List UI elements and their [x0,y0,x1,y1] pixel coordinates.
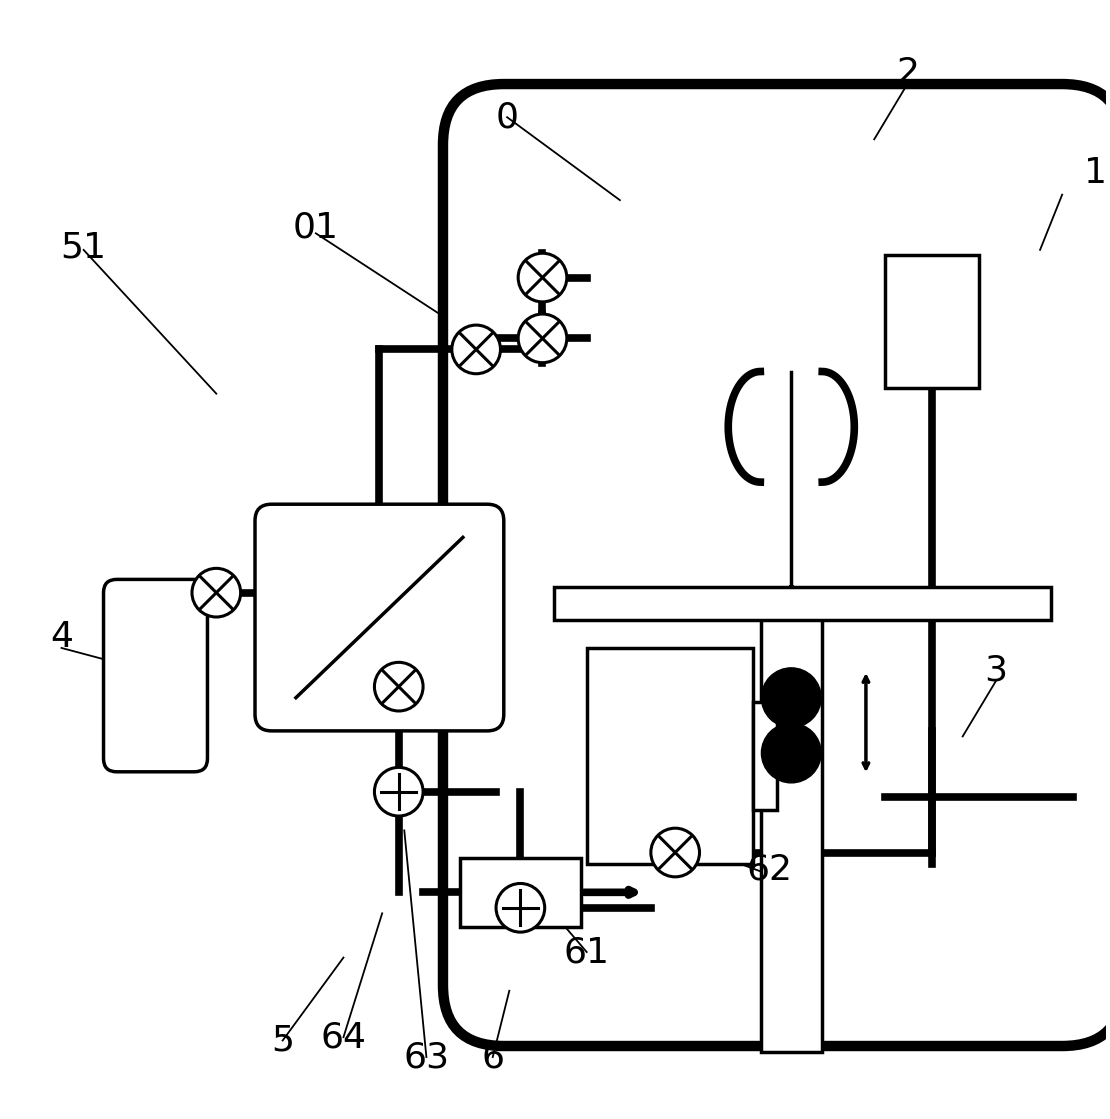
Circle shape [496,884,545,932]
Circle shape [374,662,423,711]
Circle shape [518,253,567,302]
Circle shape [761,723,821,783]
Text: 62: 62 [746,852,793,886]
Text: 5: 5 [271,1024,294,1057]
Bar [460,858,582,927]
Circle shape [374,768,423,816]
Circle shape [650,828,699,877]
Text: 2: 2 [896,56,919,90]
Bar [554,587,1051,620]
Text: 6: 6 [482,1040,504,1074]
FancyBboxPatch shape [255,505,504,731]
Bar [587,648,753,864]
Bar [753,702,777,810]
Circle shape [452,326,501,374]
Bar [886,255,979,388]
FancyBboxPatch shape [103,580,208,772]
Circle shape [518,314,567,363]
Text: 1: 1 [1083,156,1107,189]
Text: 4: 4 [50,620,73,653]
FancyBboxPatch shape [443,84,1110,1046]
Text: 01: 01 [293,210,339,245]
Circle shape [192,568,241,617]
Text: 61: 61 [564,935,609,969]
Circle shape [761,668,821,727]
Text: 63: 63 [403,1040,450,1074]
Text: 3: 3 [985,653,1008,687]
Bar [760,614,821,1052]
Text: 0: 0 [495,101,518,134]
Text: 64: 64 [321,1021,366,1054]
Text: 51: 51 [61,231,107,265]
